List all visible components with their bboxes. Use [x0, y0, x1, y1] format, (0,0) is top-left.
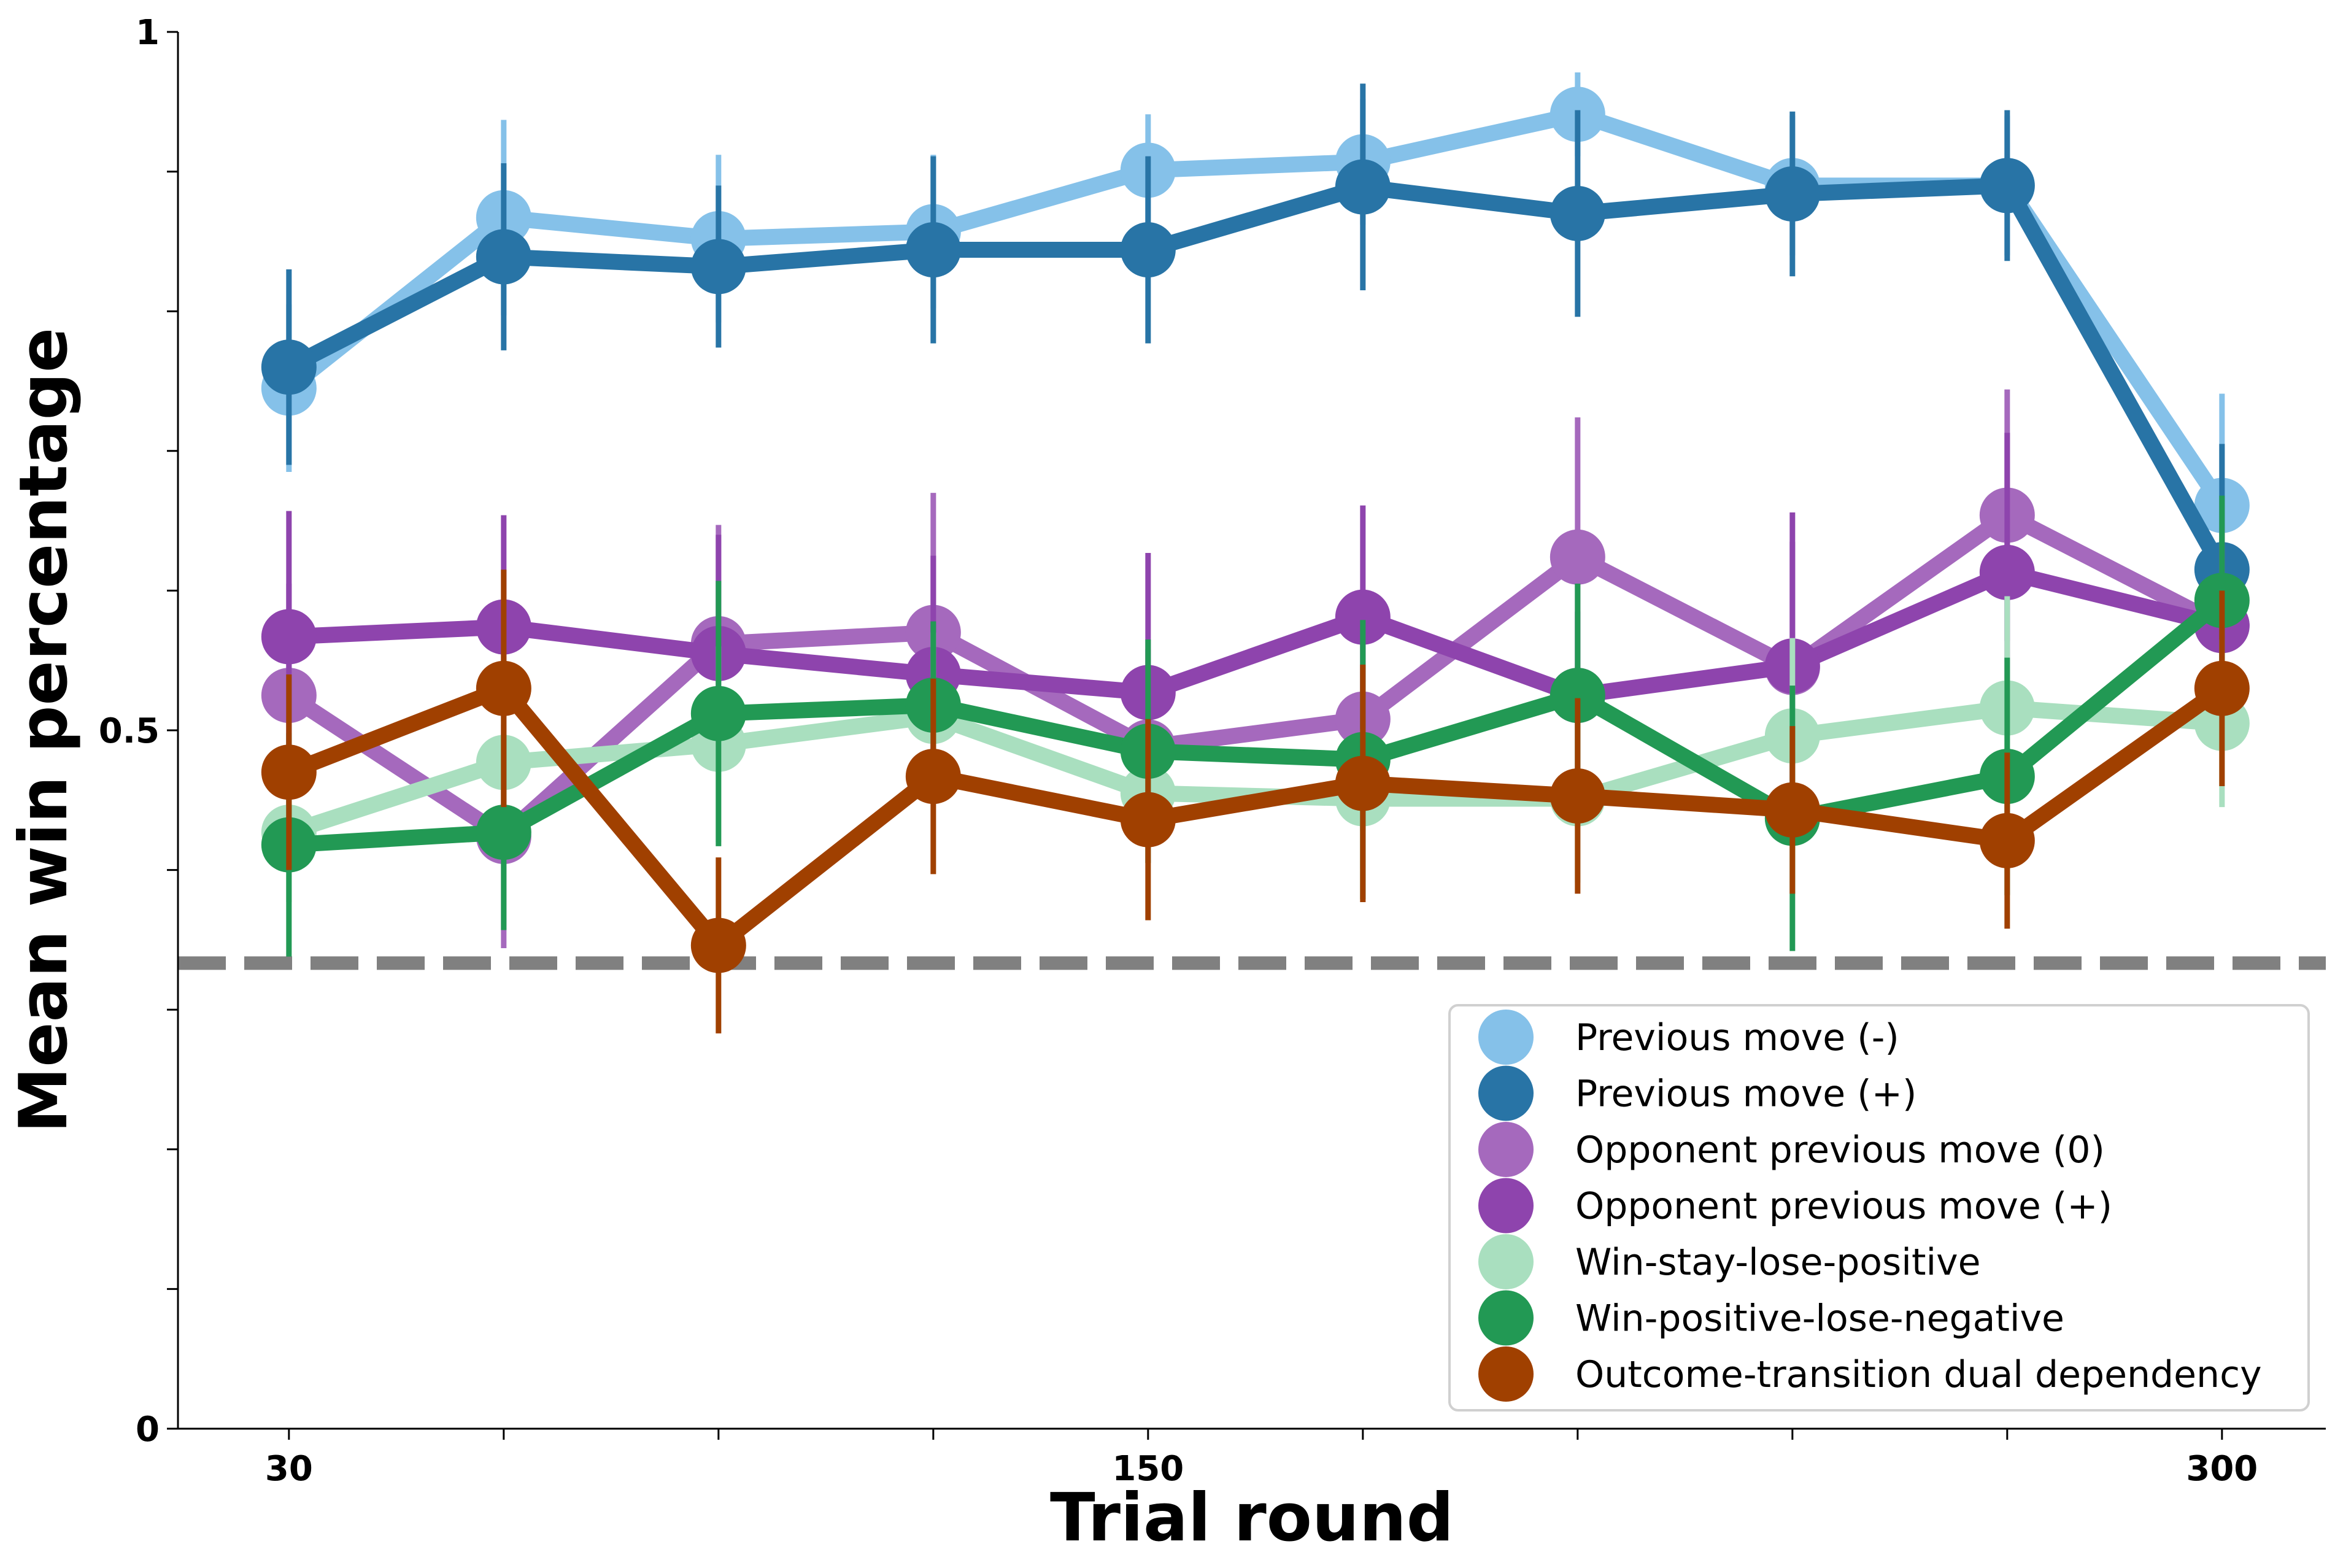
- x-tick-label: 30: [265, 1449, 313, 1489]
- legend-item[interactable]: Previous move (-): [1478, 1010, 1899, 1065]
- legend-marker: [1478, 1346, 1534, 1402]
- data-point: [1550, 185, 1605, 241]
- series-0: [261, 72, 2250, 617]
- legend-item[interactable]: Win-positive-lose-negative: [1478, 1290, 2064, 1346]
- series-line: [280, 592, 2230, 853]
- data-point: [1979, 544, 2035, 600]
- data-point: [1764, 166, 1820, 222]
- data-point: [1764, 782, 1820, 838]
- data-point: [261, 339, 317, 395]
- data-point: [690, 686, 746, 741]
- data-point: [476, 660, 531, 716]
- legend-item[interactable]: Opponent previous move (0): [1478, 1122, 2105, 1177]
- data-point: [476, 229, 531, 285]
- legend-marker: [1478, 1178, 1534, 1234]
- y-axis-title: Mean win percentage: [6, 328, 82, 1133]
- legend-marker: [1478, 1122, 1534, 1177]
- data-point: [476, 805, 531, 860]
- x-tick-label: 150: [1112, 1449, 1184, 1489]
- series-line: [280, 106, 2230, 514]
- data-point: [1120, 222, 1176, 278]
- legend-label: Opponent previous move (0): [1575, 1129, 2105, 1172]
- data-point: [905, 222, 961, 278]
- x-tick-label: 300: [2186, 1449, 2258, 1489]
- legend-item[interactable]: Win-stay-lose-positive: [1478, 1234, 1981, 1289]
- legend-label: Win-stay-lose-positive: [1575, 1241, 1981, 1284]
- legend-marker: [1478, 1010, 1534, 1065]
- legend-marker: [1478, 1234, 1534, 1289]
- series-line: [280, 507, 2230, 844]
- y-tick-label: 0.5: [99, 711, 160, 751]
- legend-label: Previous move (-): [1575, 1016, 1899, 1059]
- legend-label: Win-positive-lose-negative: [1575, 1297, 2064, 1340]
- legend-item[interactable]: Previous move (+): [1478, 1065, 1916, 1121]
- axes: 0 0.5 1 30 150 300: [99, 13, 2326, 1489]
- data-point: [1335, 755, 1391, 811]
- data-point: [1550, 529, 1605, 585]
- series-2: [261, 389, 2250, 949]
- legend-item[interactable]: Outcome-transition dual dependency: [1478, 1346, 2262, 1402]
- data-point: [1335, 159, 1391, 215]
- series-3: [261, 433, 2250, 833]
- y-tick-label: 1: [136, 13, 160, 53]
- data-point: [1120, 792, 1176, 848]
- data-point: [1550, 768, 1605, 824]
- legend-label: Outcome-transition dual dependency: [1575, 1353, 2262, 1396]
- data-point: [690, 917, 746, 973]
- legend-marker: [1478, 1290, 1534, 1346]
- series-line: [280, 564, 2230, 704]
- data-point: [1979, 158, 2035, 214]
- series-line: [280, 680, 2230, 954]
- series-6: [261, 570, 2250, 1033]
- legend-label: Opponent previous move (+): [1575, 1185, 2112, 1228]
- series-line: [280, 177, 2230, 578]
- plot-area: [178, 72, 2326, 1033]
- data-point: [1550, 668, 1605, 724]
- data-point: [261, 609, 317, 665]
- legend-item[interactable]: Opponent previous move (+): [1478, 1178, 2112, 1234]
- data-point: [261, 744, 317, 800]
- x-axis-title: Trial round: [1050, 1480, 1454, 1556]
- data-point: [905, 749, 961, 805]
- legend-label: Previous move (+): [1575, 1073, 1916, 1116]
- legend-box: [1448, 1004, 2310, 1412]
- legend[interactable]: Previous move (-) Previous move (+) Oppone…: [1448, 1004, 2310, 1412]
- data-point: [2194, 660, 2250, 716]
- data-point: [1979, 813, 2035, 868]
- y-tick-label: 0: [136, 1410, 160, 1450]
- legend-marker: [1478, 1065, 1534, 1121]
- data-point: [690, 239, 746, 295]
- data-point: [1335, 589, 1391, 645]
